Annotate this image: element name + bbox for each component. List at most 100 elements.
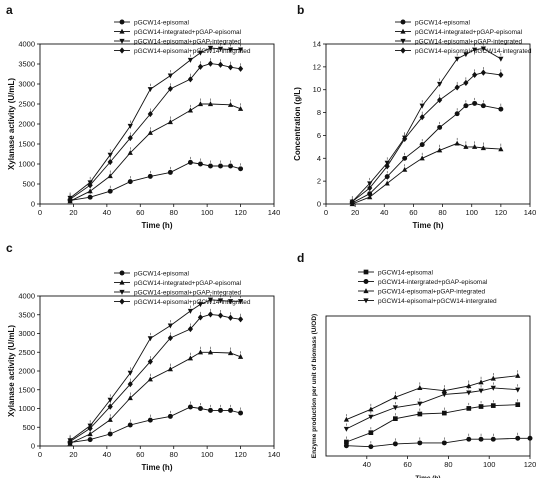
y-tick-label: 0 <box>31 200 35 209</box>
data-point <box>217 312 224 319</box>
data-point <box>187 308 194 314</box>
data-point <box>463 103 469 109</box>
series-2 <box>343 432 533 450</box>
data-point <box>127 123 133 129</box>
series-3 <box>349 43 504 205</box>
data-point <box>107 188 113 194</box>
series-4 <box>343 382 521 432</box>
data-point <box>197 161 203 167</box>
data-point <box>107 403 113 410</box>
data-point <box>208 407 213 413</box>
series-4 <box>67 58 244 203</box>
y-axis-label: Enzyme production per unit of biomass (U… <box>311 314 318 458</box>
x-tick-label: 120 <box>234 450 247 459</box>
x-tick-label: 100 <box>201 450 214 459</box>
y-tick-label: 6 <box>317 131 321 140</box>
data-point <box>227 47 234 53</box>
legend-label: pGCW14-episomal+pGCW14-intergrated <box>378 298 497 305</box>
y-tick-label: 1000 <box>18 404 35 413</box>
data-point <box>187 57 194 63</box>
x-tick-label: 140 <box>268 208 281 217</box>
data-point <box>208 163 213 169</box>
data-point <box>368 444 374 450</box>
legend-marker <box>363 288 369 294</box>
y-axis-label: Concentration (g/L) <box>293 87 302 161</box>
data-point <box>187 107 194 113</box>
data-point <box>147 376 153 382</box>
y-axis-label: Xylanase activity (U/mL) <box>7 325 16 417</box>
data-point <box>217 298 224 304</box>
data-point <box>197 349 204 355</box>
legend-label: pGCW14-episomal+pGAP-integrated <box>378 288 486 295</box>
data-point <box>227 350 234 356</box>
data-point <box>498 71 504 78</box>
data-point <box>478 436 484 442</box>
data-point <box>437 147 443 153</box>
data-point <box>472 47 478 53</box>
data-point <box>107 152 113 158</box>
data-point <box>87 194 93 200</box>
x-axis-label: Time (h) <box>142 221 173 230</box>
legend: pGCW14-episomal pGCW14-integrated+pGAP-ep… <box>114 19 251 55</box>
data-point <box>107 173 113 179</box>
legend-marker <box>363 298 369 304</box>
series-2 <box>349 137 504 207</box>
y-tick-label: 3500 <box>18 310 35 319</box>
data-point <box>368 406 374 412</box>
data-point <box>227 101 234 107</box>
data-point <box>478 388 484 394</box>
data-point <box>441 440 447 446</box>
data-point <box>207 297 214 303</box>
data-point <box>187 76 194 83</box>
legend-label: pGCW14-integrated+pGAP-episomal <box>415 29 523 36</box>
series-4 <box>349 67 504 205</box>
series-line <box>346 437 530 448</box>
data-point <box>207 311 214 318</box>
chart-panel-b: b 0 20 40 60 80 100 120 140 0 2 4 6 8 10 12 14 Time (h) Co… <box>293 3 536 230</box>
panel-letter: a <box>6 3 13 17</box>
series-line <box>69 63 241 200</box>
legend-marker <box>119 279 125 285</box>
y-tick-label: 2 <box>317 177 321 186</box>
data-point <box>343 443 349 449</box>
y-tick-label: 4000 <box>18 292 35 301</box>
panel-letter: d <box>297 251 304 265</box>
data-point <box>147 358 153 365</box>
data-point <box>237 47 244 53</box>
data-point <box>349 198 355 205</box>
data-point <box>515 435 521 441</box>
data-point <box>167 119 173 125</box>
data-point <box>147 87 153 93</box>
legend: pGCW14-episomal pGCW14-integrated+pGAP-ep… <box>114 270 251 306</box>
series-line <box>70 406 241 444</box>
legend-marker <box>119 47 125 54</box>
data-point <box>368 430 374 436</box>
data-point <box>417 411 423 417</box>
data-point <box>384 163 390 170</box>
data-point <box>478 404 484 409</box>
series-line <box>69 351 241 444</box>
data-point <box>515 402 521 408</box>
series-3 <box>67 294 244 444</box>
x-tick-label: 80 <box>170 450 178 459</box>
data-point <box>187 404 193 410</box>
series-line <box>69 313 241 442</box>
legend-label: pGCW14-episomal <box>378 269 433 276</box>
y-tick-label: 1500 <box>18 385 35 394</box>
data-point <box>147 173 153 179</box>
data-point <box>167 413 173 419</box>
data-point <box>127 149 133 155</box>
data-point <box>167 366 173 372</box>
data-point <box>207 60 214 67</box>
data-point <box>466 436 472 442</box>
data-point <box>197 406 203 411</box>
x-tick-label: 20 <box>69 208 77 217</box>
data-point <box>127 134 133 142</box>
data-point <box>197 314 204 321</box>
legend-marker <box>363 279 369 284</box>
data-point <box>466 383 472 389</box>
data-point <box>107 431 113 437</box>
legend-label: pGCW14-intergrated+pGAP-episomal <box>378 279 488 286</box>
data-point <box>67 196 73 203</box>
data-point <box>207 101 214 107</box>
